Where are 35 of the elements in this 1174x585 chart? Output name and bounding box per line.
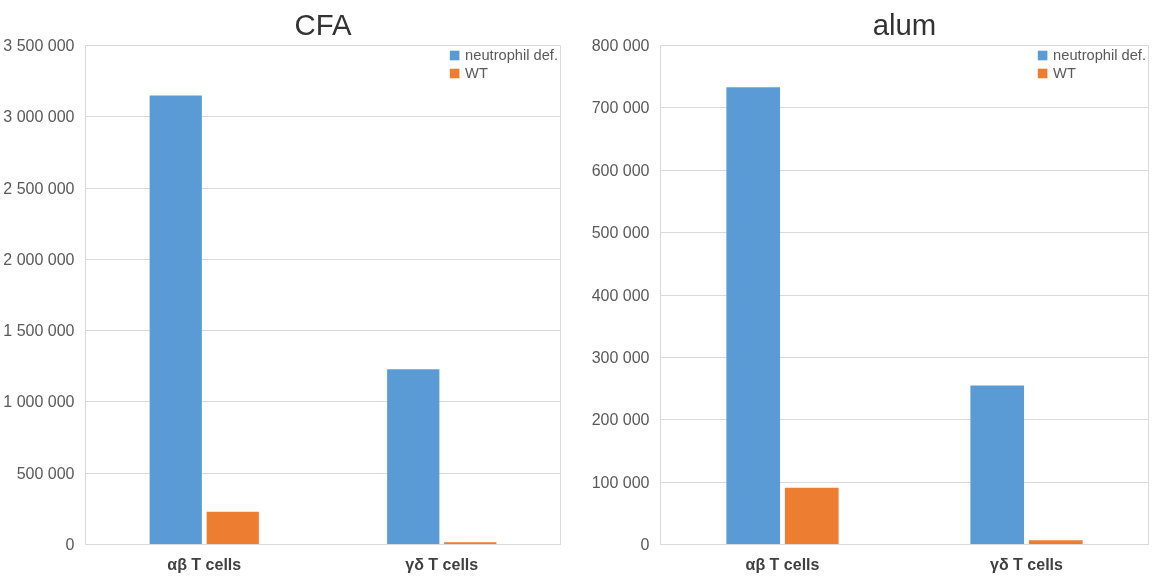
y-tick-label: 1 000 000 [3,393,75,411]
x-tick-label: αβ T cells [745,555,820,573]
bar [206,511,259,545]
bar [970,385,1025,545]
bar [784,487,839,545]
y-tick-label: 400 000 [591,286,650,304]
y-tick-label: 3 500 000 [3,37,75,54]
chart-title: CFA [294,7,352,41]
y-tick-label: 200 000 [591,411,650,429]
chart-title: alum [872,7,937,41]
bar [444,542,497,545]
y-tick-label: 0 [65,536,75,553]
y-tick-label: 600 000 [591,161,650,179]
y-tick-label: 700 000 [591,99,650,117]
y-tick-label: 2 000 000 [3,250,75,268]
y-tick-label: 0 [640,536,650,553]
legend-label: WT [1053,65,1076,81]
y-tick-label: 800 000 [591,37,650,54]
y-tick-label: 2 500 000 [3,179,75,197]
legend-label: neutrophil def. [465,47,558,63]
legend-label: neutrophil def. [1053,47,1146,63]
bar [1028,540,1083,545]
legend-label: WT [465,65,488,81]
bar [726,87,781,545]
y-tick-label: 300 000 [591,348,650,366]
bar [149,95,202,545]
y-tick-label: 3 000 000 [3,108,75,126]
bar [387,369,440,545]
y-tick-label: 1 500 000 [3,322,75,340]
x-tick-label: γδ T cells [990,555,1064,573]
y-tick-label: 100 000 [591,473,650,491]
y-tick-label: 500 000 [591,224,650,242]
y-tick-label: 500 000 [16,464,75,482]
x-tick-label: αβ T cells [167,555,242,573]
x-tick-label: γδ T cells [405,555,479,573]
